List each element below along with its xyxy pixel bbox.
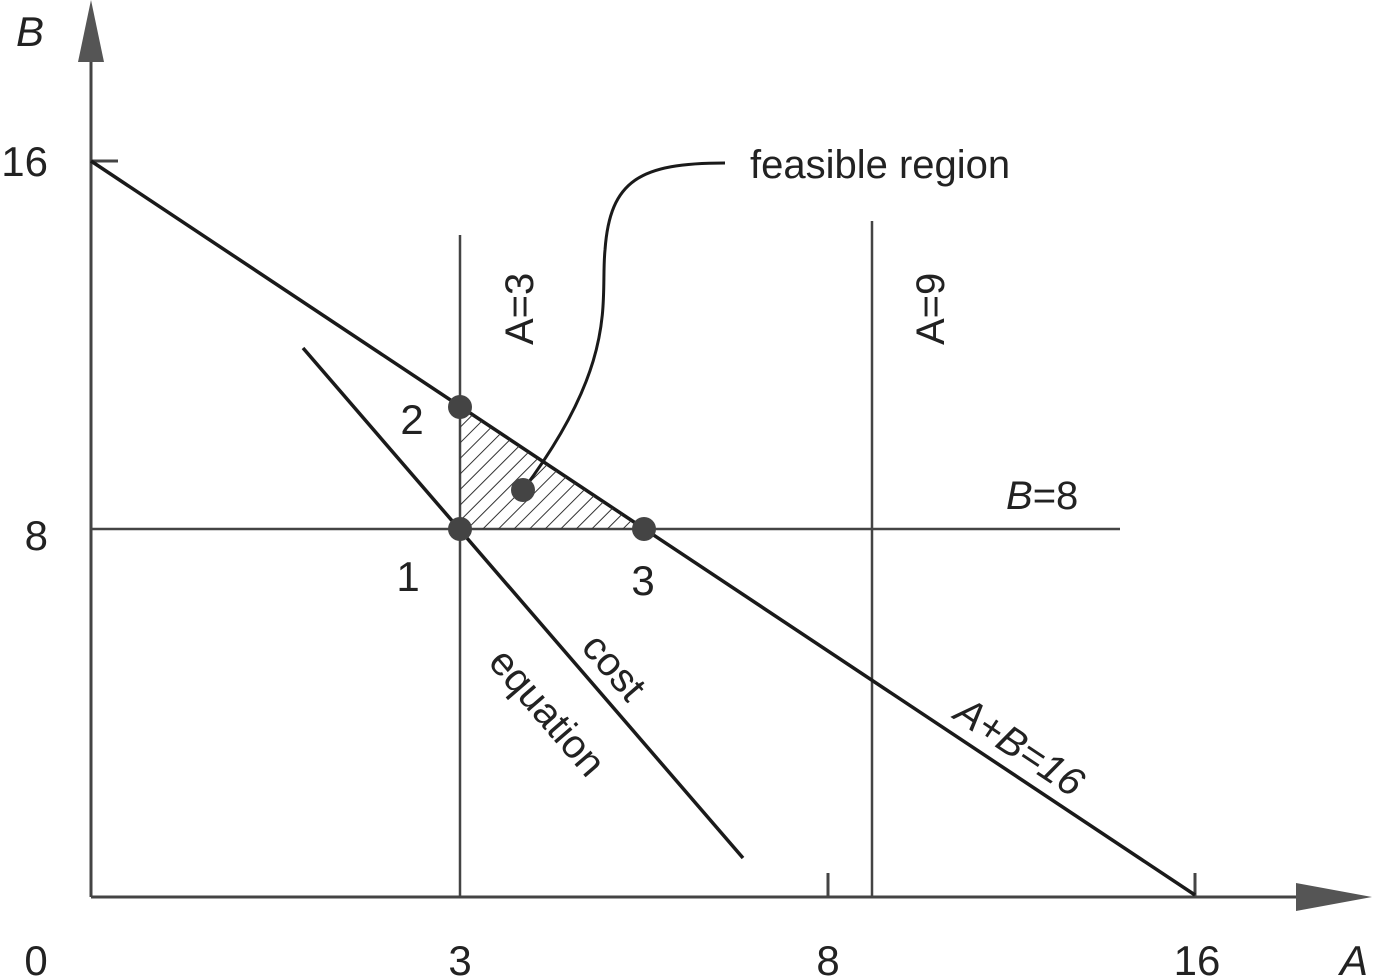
x-tick-label-3: 3 bbox=[448, 937, 471, 978]
point-1 bbox=[448, 517, 472, 541]
cost-equation-line bbox=[303, 348, 743, 858]
y-axis-arrowhead bbox=[78, 0, 104, 62]
label-a-equals-9: A=9 bbox=[909, 273, 953, 345]
feasible-region-leader bbox=[523, 163, 725, 490]
label-a-equals-3: A=3 bbox=[498, 273, 542, 345]
point-2 bbox=[448, 395, 472, 419]
point-1-label: 1 bbox=[396, 553, 419, 600]
y-tick-label-16: 16 bbox=[1, 138, 48, 185]
label-a-plus-b-equals-16: A+B=16 bbox=[945, 688, 1092, 806]
y-tick-label-8: 8 bbox=[25, 512, 48, 559]
feasible-region-point bbox=[511, 478, 535, 502]
point-3 bbox=[632, 517, 656, 541]
x-axis-arrowhead bbox=[1296, 883, 1372, 911]
x-axis-label: A bbox=[1337, 937, 1368, 978]
point-2-label: 2 bbox=[400, 396, 423, 443]
label-b-equals-8: B=8 bbox=[1006, 474, 1078, 518]
x-tick-label-0: 0 bbox=[24, 937, 47, 978]
y-axis-label: B bbox=[16, 8, 44, 55]
label-cost: cost bbox=[573, 625, 654, 709]
x-tick-label-16: 16 bbox=[1174, 937, 1221, 978]
point-3-label: 3 bbox=[631, 557, 654, 604]
feasible-region-label: feasible region bbox=[750, 143, 1010, 187]
x-tick-label-8: 8 bbox=[816, 937, 839, 978]
